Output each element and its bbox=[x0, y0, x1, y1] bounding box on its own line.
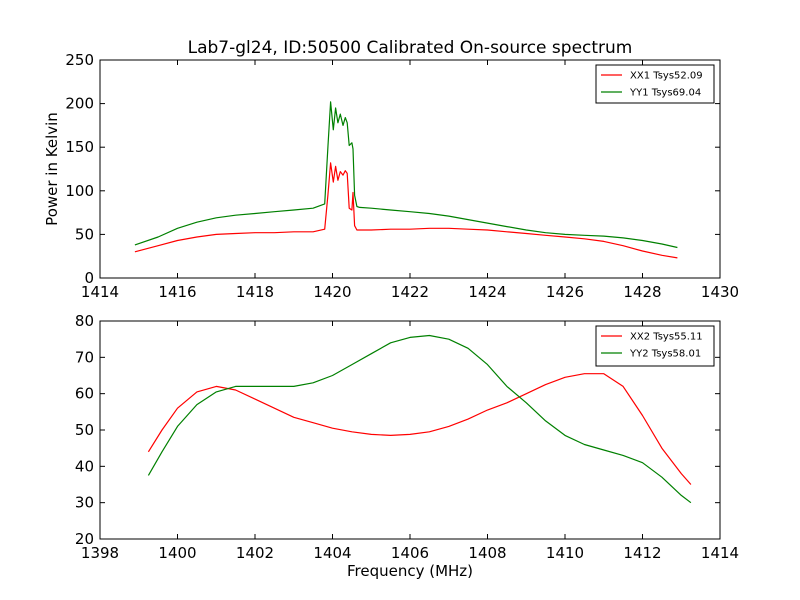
y-tick-label: 20 bbox=[75, 530, 94, 548]
legend-entry-label: YY2 Tsys58.01 bbox=[629, 349, 701, 360]
x-tick-label: 1422 bbox=[391, 283, 429, 301]
legend-box bbox=[595, 64, 715, 104]
x-tick-label: 1406 bbox=[391, 544, 429, 562]
x-tick-label: 1398 bbox=[81, 544, 119, 562]
x-tick-label: 1424 bbox=[468, 283, 506, 301]
x-tick-label: 1408 bbox=[468, 544, 506, 562]
figure-title: Lab7-gl24, ID:50500 Calibrated On-source… bbox=[188, 38, 633, 58]
y-tick-label: 40 bbox=[75, 457, 94, 475]
legend-entry-label: YY1 Tsys69.04 bbox=[629, 88, 701, 99]
x-tick-label: 1414 bbox=[81, 283, 119, 301]
top-panel-axes: 1414 1416 1418 1420 1422 1424 1426 1428 1430 0 50 1… bbox=[43, 51, 739, 301]
x-tick-label: 1420 bbox=[313, 283, 351, 301]
x-tick-label: 1404 bbox=[313, 544, 351, 562]
series-line-1-1 bbox=[134, 162, 678, 259]
y-tick-label: 70 bbox=[75, 348, 94, 366]
y-tick-label: 30 bbox=[75, 494, 94, 512]
x-tick-label: 1426 bbox=[546, 283, 584, 301]
y-tick-label: 150 bbox=[65, 138, 94, 156]
y-tick-label: 50 bbox=[75, 421, 94, 439]
y-tick-label: 100 bbox=[65, 182, 94, 200]
bottom-panel-axes: 1398 1400 1402 1404 1406 1408 1410 1412 1414 20 30… bbox=[75, 312, 739, 580]
x-tick-label: 1416 bbox=[158, 283, 196, 301]
series-line-2-1 bbox=[147, 373, 692, 485]
legend-box bbox=[595, 325, 715, 367]
y-axis-label: Power in Kelvin bbox=[43, 112, 61, 226]
x-tick-label: 1400 bbox=[158, 544, 196, 562]
y-tick-label: 200 bbox=[65, 95, 94, 113]
y-tick-label: 0 bbox=[84, 269, 94, 287]
x-tick-label: 1410 bbox=[546, 544, 584, 562]
legend-entry-label: XX1 Tsys52.09 bbox=[630, 71, 703, 82]
series-line-2-2 bbox=[147, 334, 692, 504]
x-tick-label: 1412 bbox=[623, 544, 661, 562]
y-tick-label: 50 bbox=[75, 225, 94, 243]
y-tick-label: 80 bbox=[75, 312, 94, 330]
legend: XX1 Tsys52.09 YY1 Tsys69.04 bbox=[595, 64, 715, 104]
series-line-1-2 bbox=[134, 101, 678, 249]
x-tick-label: 1428 bbox=[623, 283, 661, 301]
legend-entry-label: XX2 Tsys55.11 bbox=[630, 332, 703, 343]
x-tick-label: 1414 bbox=[701, 544, 739, 562]
legend: XX2 Tsys55.11 YY2 Tsys58.01 bbox=[595, 325, 715, 367]
x-axis-label: Frequency (MHz) bbox=[347, 562, 473, 580]
y-tick-label: 60 bbox=[75, 385, 94, 403]
x-tick-label: 1418 bbox=[236, 283, 274, 301]
y-tick-label: 250 bbox=[65, 51, 94, 69]
x-tick-label: 1430 bbox=[701, 283, 739, 301]
x-tick-label: 1402 bbox=[236, 544, 274, 562]
